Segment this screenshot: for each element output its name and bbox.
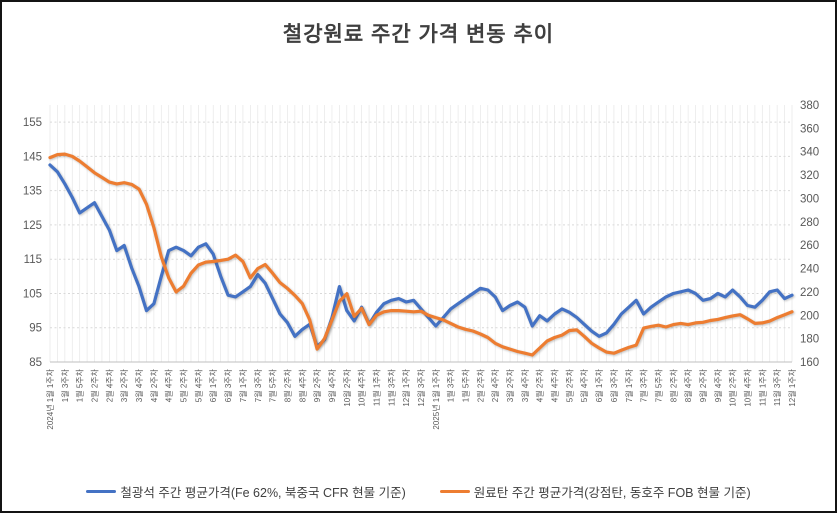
x-axis-tick-label: 2월 2주차 <box>90 368 100 402</box>
x-axis-tick-label: 4월 2주차 <box>535 368 545 402</box>
x-axis-tick-label: 6월 3주차 <box>609 368 619 402</box>
x-axis-tick-label: 5월 4주차 <box>193 368 203 402</box>
left-axis-tick-label: 85 <box>29 357 42 369</box>
x-axis-tick-label: 10월 2주차 <box>342 368 352 406</box>
x-axis-tick-label: 6월 1주차 <box>594 368 604 402</box>
left-axis-tick-label: 155 <box>23 117 42 129</box>
coking-coal-price-line <box>48 152 794 357</box>
x-axis-tick-label: 5월 4주차 <box>579 368 589 402</box>
x-axis-tick-label: 2024년 1월 1주차 <box>45 368 55 429</box>
x-axis-tick-label: 3월 2주차 <box>505 368 515 402</box>
x-axis-tick-label: 3월 4주차 <box>520 368 530 402</box>
right-axis-tick-label: 160 <box>800 357 819 369</box>
x-axis-tick-label: 7월 3주차 <box>253 368 263 402</box>
x-axis-tick-label: 7월 1주차 <box>238 368 248 402</box>
right-axis-tick-label: 380 <box>800 100 819 112</box>
x-axis-tick-label: 11월 3주차 <box>386 368 396 406</box>
x-axis-tick-label: 6월 1주차 <box>208 368 218 402</box>
x-axis-tick-label: 12월 1주차 <box>401 368 411 406</box>
legend-label-coking-coal: 원료탄 주간 평균가격(강점탄, 동호주 FOB 현물 기준) <box>473 486 751 500</box>
coking-coal-line-swatch <box>439 489 470 494</box>
x-axis-tick-label: 12월 3주차 <box>416 368 426 406</box>
x-axis-tick-label: 7월 5주차 <box>653 368 663 402</box>
x-axis-tick-label: 3월 4주차 <box>134 368 144 402</box>
right-axis-tick-label: 180 <box>800 334 819 346</box>
x-axis-tick-label: 2월 2주차 <box>475 368 485 402</box>
left-axis-tick-label: 145 <box>23 151 42 163</box>
x-axis-tick-label: 6월 3주차 <box>223 368 233 402</box>
x-axis-tick-label: 12월 1주차 <box>787 368 797 406</box>
x-axis-tick-label: 7월 5주차 <box>268 368 278 402</box>
x-axis-tick-label: 8월 4주차 <box>683 368 693 402</box>
left-axis-tick-label: 115 <box>24 254 42 266</box>
x-axis-tick-label: 4월 4주차 <box>550 368 560 402</box>
x-axis-tick-label: 9월 4주차 <box>327 368 337 402</box>
x-axis-tick-label: 3월 2주차 <box>119 368 129 402</box>
x-axis-tick-label: 5월 2주차 <box>564 368 574 402</box>
left-axis-tick-label: 125 <box>23 220 42 232</box>
chart-title: 철강원료 주간 가격 변동 추이 <box>282 23 555 46</box>
right-axis-tick-label: 260 <box>800 240 819 252</box>
x-axis-tick-label: 10월 4주차 <box>357 368 367 406</box>
x-axis-tick-label: 4월 4주차 <box>164 368 174 402</box>
x-axis-tick-label: 8월 2주차 <box>282 368 292 402</box>
x-axis-tick-label: 11월 1주차 <box>757 368 767 406</box>
right-axis-tick-label: 340 <box>800 147 819 159</box>
right-axis-tick-label: 360 <box>800 123 819 135</box>
legend-label-iron-ore: 철광석 주간 평균가격(Fe 62%, 북중국 CFR 현물 기준) <box>120 486 406 500</box>
x-axis-tick-label: 1월 5주차 <box>75 368 85 402</box>
x-axis-tick-label: 11월 1주차 <box>371 368 381 406</box>
x-axis-tick-label: 9월 2주차 <box>698 368 708 402</box>
x-axis-tick-label: 7월 3주차 <box>639 368 649 402</box>
x-axis-tick-label: 4월 2주차 <box>149 368 159 402</box>
x-axis-tick-label: 5월 2주차 <box>179 368 189 402</box>
x-axis-tick-label: 8월 4주차 <box>297 368 307 402</box>
x-axis-tick-label: 2025년 1월 1주차 <box>431 368 441 429</box>
x-axis-tick-label: 7월 1주차 <box>624 368 634 402</box>
x-axis-tick-label: 2월 4주차 <box>490 368 500 402</box>
left-axis-tick-label: 105 <box>23 288 42 300</box>
x-axis-tick-label: 1월 3주차 <box>60 368 70 402</box>
x-axis-tick-label: 1월 3주차 <box>446 368 456 402</box>
x-axis-tick-label: 2월 4주차 <box>104 368 114 402</box>
left-axis-tick-label: 135 <box>23 186 42 198</box>
right-axis-tick-label: 220 <box>800 287 819 299</box>
legend-item-coking-coal[interactable]: 원료탄 주간 평균가격(강점탄, 동호주 FOB 현물 기준) <box>439 482 751 501</box>
legend-item-iron-ore[interactable]: 철광석 주간 평균가격(Fe 62%, 북중국 CFR 현물 기준) <box>86 482 406 501</box>
x-axis-tick-label: 10월 4주차 <box>742 368 752 406</box>
iron-ore-price-line <box>48 163 794 349</box>
x-axis-tick-label: 9월 2주차 <box>312 368 322 402</box>
right-axis-tick-label: 320 <box>800 170 819 182</box>
x-axis-tick-label: 9월 4주차 <box>713 368 723 402</box>
right-axis-tick-label: 240 <box>800 264 819 276</box>
right-axis-tick-label: 200 <box>800 310 819 322</box>
chart-legend: 철광석 주간 평균가격(Fe 62%, 북중국 CFR 현물 기준) 원료탄 주… <box>2 482 835 501</box>
x-axis-tick-label: 8월 2주차 <box>668 368 678 402</box>
x-axis-tick-label: 11월 3주차 <box>772 368 782 406</box>
x-axis-tick-label: 1월 5주차 <box>461 368 471 402</box>
x-axis-tick-label: 10월 2주차 <box>728 368 738 406</box>
right-axis-tick-label: 280 <box>800 217 819 229</box>
left-axis-tick-label: 95 <box>29 323 42 335</box>
iron-ore-line-swatch <box>86 489 117 494</box>
right-axis-tick-label: 300 <box>800 193 819 205</box>
